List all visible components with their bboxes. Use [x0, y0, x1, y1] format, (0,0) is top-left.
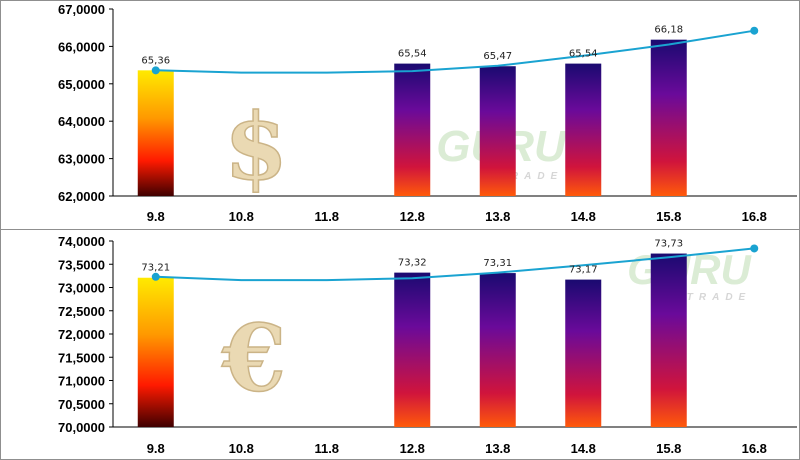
x-tick-label: 11.8 — [314, 209, 339, 224]
data-label: 65,47 — [483, 51, 512, 62]
x-tick-label: 12.8 — [400, 209, 425, 224]
x-tick-label: 9.8 — [147, 441, 165, 456]
data-label: 73,73 — [654, 239, 683, 250]
x-tick-label: 14.8 — [571, 441, 596, 456]
bar-13.8 — [479, 273, 516, 427]
x-tick-label: 15.8 — [656, 209, 681, 224]
data-label: 73,21 — [141, 263, 170, 274]
bar-15.8 — [650, 253, 687, 427]
y-tick-label: 73,5000 — [58, 257, 105, 272]
y-tick-label: 66,0000 — [58, 39, 105, 54]
data-label: 66,18 — [654, 25, 683, 36]
x-tick-label: 10.8 — [229, 209, 254, 224]
x-tick-label: 16.8 — [742, 209, 767, 224]
x-tick-label: 13.8 — [485, 441, 510, 456]
x-tick-label: 11.8 — [314, 441, 339, 456]
trend-line — [155, 29, 755, 74]
data-label: 65,54 — [569, 49, 598, 60]
usd-rate-chart: GURUTRADE$62,000063,000064,000065,000066… — [58, 2, 797, 224]
x-tick-label: 13.8 — [485, 209, 510, 224]
bar-15.8 — [650, 39, 687, 196]
watermark-sub-text: TRADE — [687, 292, 751, 303]
y-tick-label: 73,0000 — [58, 281, 105, 296]
y-tick-label: 71,0000 — [58, 374, 105, 389]
eur-rate-chart-panel: GURU TRADE €70,0000 70,5000 71,0000 71,5000 72… — [0, 229, 800, 460]
data-label: 73,17 — [569, 265, 598, 276]
x-tick-label: 12.8 — [400, 441, 425, 456]
x-tick-label: 14.8 — [571, 209, 596, 224]
y-tick-label: 63,0000 — [58, 152, 105, 167]
x-tick-label: 9.8 — [147, 209, 165, 224]
bar-13.8 — [479, 66, 516, 196]
y-tick-label: 71,5000 — [58, 350, 105, 365]
trend-start-point — [151, 272, 160, 281]
y-tick-label: 74,0000 — [58, 234, 105, 249]
trend-line — [155, 247, 755, 282]
x-tick-label: 15.8 — [656, 441, 681, 456]
bar-12.8 — [394, 63, 431, 196]
x-tick-label: 16.8 — [742, 441, 767, 456]
usd-currency-symbol: $ — [224, 93, 288, 201]
bar-14.8 — [565, 63, 602, 196]
bar-9.8 — [137, 70, 174, 196]
y-tick-label: 72,5000 — [58, 304, 105, 319]
y-tick-label: 65,0000 — [58, 77, 105, 92]
data-label: 73,31 — [483, 258, 512, 269]
data-label: 65,36 — [141, 55, 170, 66]
trend-start-point — [151, 66, 160, 75]
x-tick-label: 10.8 — [229, 441, 254, 456]
y-tick-label: 72,0000 — [58, 327, 105, 342]
y-tick-label: 62,0000 — [58, 189, 105, 204]
y-tick-label: 70,0000 — [58, 420, 105, 435]
y-tick-label: 67,0000 — [58, 2, 105, 17]
watermark-sub-text: TRADE — [499, 171, 563, 182]
y-tick-label: 70,5000 — [58, 397, 105, 412]
bar-14.8 — [565, 279, 602, 427]
y-tick-label: 64,0000 — [58, 114, 105, 129]
data-label: 65,54 — [398, 49, 427, 60]
trend-end-point — [750, 244, 759, 253]
trend-end-point — [750, 26, 759, 35]
data-label: 73,32 — [398, 258, 427, 269]
bar-12.8 — [394, 272, 431, 427]
bar-9.8 — [137, 277, 174, 427]
watermark-main-text: GURU — [627, 246, 752, 293]
eur-currency-symbol: € — [221, 304, 286, 412]
usd-rate-chart-panel: GURUTRADE$62,000063,000064,000065,000066… — [0, 0, 800, 230]
